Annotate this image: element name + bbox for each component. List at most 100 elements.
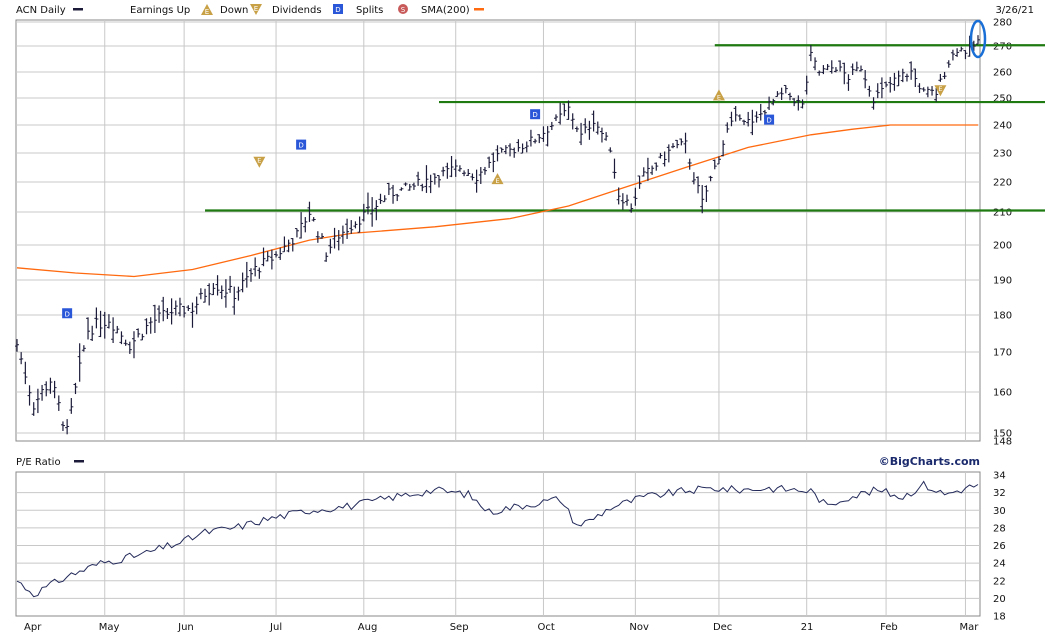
month-label: Aug [358, 622, 378, 633]
earnings-up-label: Earnings Up [130, 5, 190, 16]
price-bar [583, 118, 588, 134]
svg-text:S: S [401, 6, 406, 14]
price-bar [938, 73, 943, 82]
month-label: 21 [801, 622, 814, 633]
price-bar [257, 267, 262, 279]
month-label: Mar [959, 622, 979, 633]
price-bar [386, 182, 391, 196]
price-bar [303, 217, 308, 233]
pe-y-axis: 18 20 22 24 26 28 30 32 34 [993, 471, 1006, 623]
svg-text:E: E [257, 157, 261, 165]
dividend-marker: D [62, 308, 73, 319]
svg-text:E: E [495, 177, 499, 185]
price-bar [909, 61, 914, 80]
price-bar [353, 221, 358, 229]
price-bar [754, 111, 759, 123]
price-bar [111, 317, 116, 343]
svg-text:D: D [298, 142, 303, 150]
price-bar [537, 134, 542, 144]
price-bar [691, 172, 696, 185]
price-bar [478, 167, 483, 185]
price-bar [524, 141, 529, 153]
price-bar [35, 388, 40, 414]
price-bar [796, 95, 801, 111]
price-bar [758, 103, 763, 121]
legend-bar: ACN Daily Earnings Up E Down E Dividends… [16, 4, 1034, 16]
price-bar [382, 195, 387, 203]
price-bar [395, 193, 400, 202]
price-bar [888, 76, 893, 93]
price-bar [955, 48, 960, 57]
price-bar [81, 345, 86, 352]
price-bar [716, 156, 721, 165]
price-bar [274, 251, 279, 258]
price-bar [783, 84, 788, 94]
price-bar [474, 169, 479, 193]
price-bar [904, 73, 909, 82]
price-bar [307, 201, 312, 222]
price-bar [792, 98, 797, 107]
highlight-circle [969, 19, 987, 59]
price-bar [921, 87, 926, 92]
dividend-marker: D [764, 114, 775, 125]
price-bar [871, 97, 876, 110]
price-bar [804, 75, 809, 95]
price-bar [102, 311, 107, 339]
price-bar [917, 83, 922, 94]
earnings-up-icon: E [201, 4, 213, 16]
price-y-tick: 270 [993, 42, 1012, 53]
pe-y-tick: 24 [993, 559, 1006, 570]
price-bar [52, 380, 57, 399]
price-bar [821, 65, 826, 75]
price-bar [708, 175, 713, 182]
price-bar [365, 192, 370, 215]
price-y-tick: 170 [993, 348, 1012, 359]
price-bar [508, 143, 513, 157]
price-bar [282, 236, 287, 253]
month-label: Dec [713, 622, 732, 633]
price-bar [190, 302, 195, 328]
price-y-tick: 200 [993, 241, 1012, 252]
earnings-down-label: Down [220, 5, 248, 16]
price-bar [925, 86, 930, 98]
price-bar [566, 100, 571, 120]
price-bar [228, 275, 233, 293]
price-bar [808, 45, 813, 62]
price-bar [194, 296, 199, 315]
price-ohlc-series [15, 35, 980, 435]
price-bar [186, 305, 191, 312]
price-bar [946, 60, 951, 68]
price-bar [721, 140, 726, 157]
price-bar [616, 187, 621, 205]
price-bar [466, 169, 471, 176]
price-bar [278, 247, 283, 260]
pe-gridlines [16, 472, 980, 616]
price-bar [311, 217, 316, 222]
pe-y-tick: 28 [993, 523, 1006, 534]
price-bar [633, 187, 638, 206]
price-bar [976, 35, 980, 45]
month-label: Feb [880, 622, 898, 633]
price-bar [299, 212, 304, 239]
price-bar [771, 98, 776, 106]
price-bar [487, 156, 492, 168]
price-bar [115, 325, 120, 334]
price-bar [457, 165, 462, 172]
price-bar [340, 225, 345, 244]
price-bar [645, 157, 650, 181]
price-bar [495, 145, 500, 162]
svg-text:E: E [717, 93, 721, 101]
earnings-down-icon: E [250, 4, 262, 15]
price-bar [336, 230, 341, 251]
price-bar [725, 122, 730, 133]
price-bar [679, 138, 684, 146]
price-bar [608, 147, 613, 153]
price-bar [269, 249, 274, 270]
price-y-tick: 250 [993, 94, 1012, 105]
splits-label: Splits [356, 5, 383, 16]
price-y-tick: 150 [993, 429, 1012, 440]
price-bar [875, 83, 880, 99]
price-bar [106, 314, 111, 329]
price-bar [595, 121, 600, 135]
